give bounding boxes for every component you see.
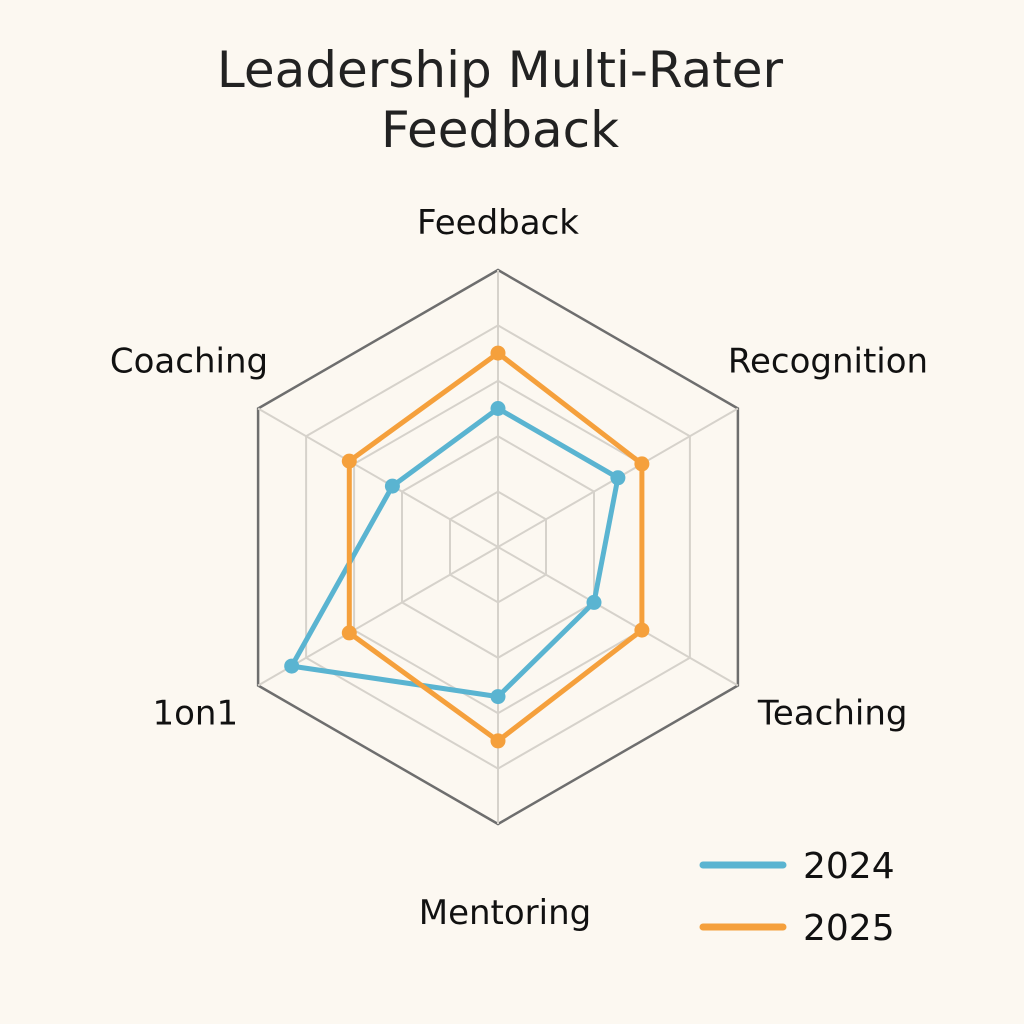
data-point [634,622,650,638]
data-point [490,733,506,749]
data-point [586,594,602,610]
axis-label: Feedback [417,203,579,243]
data-point [610,470,626,486]
axis-labels: Feedback Recognition Teaching Mentoring 1on1… [110,203,928,933]
series-line [289,406,621,700]
data-point [384,478,400,494]
data-point [490,689,506,705]
legend: 2024 2025 [699,846,895,949]
axis-label: Recognition [728,342,928,382]
legend-item: 2025 [699,908,895,949]
legend-label: 2025 [803,908,895,949]
series-2024 [284,401,626,705]
axis-label: Teaching [757,694,908,734]
grid-spoke [257,407,499,548]
axis-label: Mentoring [419,893,592,933]
axis-label: 1on1 [152,694,238,734]
data-point [490,401,506,416]
data-point [284,658,300,674]
legend-label: 2024 [803,846,895,887]
data-point [490,345,506,361]
axis-label: Coaching [110,342,268,382]
series-2025 [341,345,650,749]
legend-item: 2024 [699,846,895,887]
series-layer [284,345,650,749]
grid-spoke [497,546,739,687]
data-point [634,456,650,472]
chart-title: Leadership Multi-Rater Feedback [216,41,784,159]
data-point [341,625,357,641]
data-point [341,453,357,469]
